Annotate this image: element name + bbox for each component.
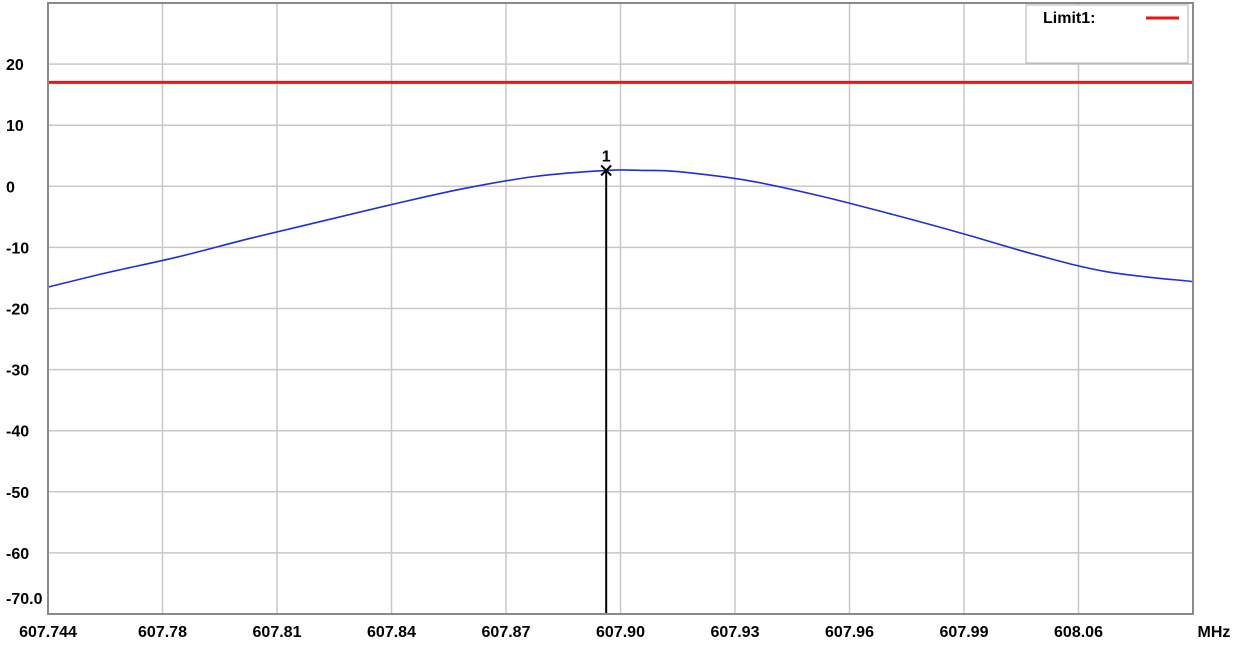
x-tick-label: 607.99 bbox=[940, 624, 989, 640]
x-tick-label: 607.78 bbox=[138, 624, 187, 640]
series-line bbox=[47, 169, 1194, 288]
y-tick-label: -70.0 bbox=[6, 591, 43, 608]
y-axis-ticks: 20 10 0 -10 -20 -30 -40 -50 -60 -70.0 bbox=[6, 57, 43, 608]
x-tick-label: 607.90 bbox=[596, 624, 645, 640]
legend: Limit1: bbox=[1025, 4, 1189, 64]
x-tick-label: 607.87 bbox=[482, 624, 531, 640]
marker-cross bbox=[600, 164, 612, 177]
y-tick-label: -60 bbox=[6, 546, 29, 563]
legend-label: Limit1: bbox=[1043, 10, 1095, 27]
marker-layer: 1 bbox=[600, 148, 612, 614]
plot-frame bbox=[47, 2, 1194, 615]
y-tick-label: 20 bbox=[6, 57, 24, 74]
series-layer bbox=[47, 169, 1194, 288]
y-tick-label: -40 bbox=[6, 424, 29, 441]
x-tick-label: 607.744 bbox=[19, 624, 77, 640]
y-tick-label: -20 bbox=[6, 302, 29, 319]
x-tick-label: 607.96 bbox=[825, 624, 874, 640]
y-tick-label: 10 bbox=[6, 118, 24, 135]
marker-label: 1 bbox=[602, 148, 611, 165]
x-axis-unit: MHz bbox=[1198, 624, 1231, 640]
grid-layer bbox=[48, 3, 1193, 614]
x-tick-label: 607.93 bbox=[711, 624, 760, 640]
x-tick-label: 607.81 bbox=[253, 624, 302, 640]
y-tick-label: -10 bbox=[6, 240, 29, 257]
y-tick-label: 0 bbox=[6, 179, 15, 196]
y-tick-label: -50 bbox=[6, 485, 29, 502]
x-axis-ticks: 607.744 607.78 607.81 607.84 607.87 607.90 607… bbox=[19, 624, 1231, 641]
x-tick-label: 607.84 bbox=[367, 624, 416, 640]
legend-box bbox=[1025, 4, 1189, 64]
x-tick-label: 608.06 bbox=[1054, 624, 1103, 640]
y-tick-label: -30 bbox=[6, 363, 29, 380]
